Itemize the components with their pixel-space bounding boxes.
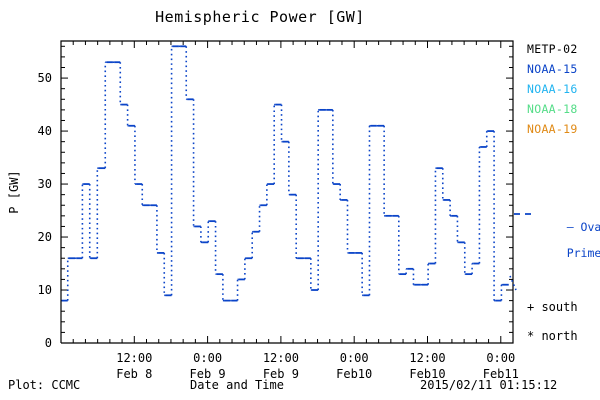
y-tick-label: 50: [37, 71, 52, 86]
x-tick-label-time: 0:00: [193, 351, 223, 365]
plot-credit: Plot: CCMC: [8, 378, 81, 392]
x-tick-label-date: Feb 8: [116, 367, 153, 381]
x-tick-label-time: 12:00: [409, 351, 446, 365]
x-tick-label-time: 0:00: [339, 351, 369, 365]
x-tick-label-date: Feb10: [409, 367, 446, 381]
ovation-legend-swatch: [509, 213, 536, 291]
x-tick-label-date: Feb11: [482, 367, 519, 381]
y-tick-label: 20: [37, 230, 52, 245]
y-tick-label: 40: [37, 124, 52, 139]
x-tick-label-date: Feb 9: [189, 367, 226, 381]
x-tick-label-time: 12:00: [262, 351, 299, 365]
axis-ticks: [60, 41, 514, 344]
x-tick-label-time: 0:00: [486, 351, 516, 365]
x-tick-label-date: Feb10: [336, 367, 373, 381]
chart-title: Hemispheric Power [GW]: [155, 8, 365, 26]
x-tick-label-date: Feb 9: [262, 367, 299, 381]
y-tick-label: 30: [37, 177, 52, 192]
ovation-prime-hpi-label: — Ovation Prime HPI: [539, 208, 600, 273]
x-axis-label: Date and Time: [190, 378, 284, 392]
ovation-label-line1: — Ovation: [566, 220, 600, 234]
legend-item-noaa-16[interactable]: NOAA-16: [527, 82, 578, 96]
marker-legend-south: + south: [527, 300, 578, 314]
plot-frame: [60, 40, 514, 344]
ovation-label-line2: Prime HPI: [566, 246, 600, 260]
data-series: [61, 45, 509, 302]
x-tick-label-time: 12:00: [116, 351, 153, 365]
y-tick-label: 10: [37, 283, 52, 298]
y-tick-label: 0: [44, 336, 52, 350]
legend-item-noaa-18[interactable]: NOAA-18: [527, 102, 578, 116]
legend-item-metp-02[interactable]: METP-02: [527, 42, 578, 56]
legend-item-noaa-19[interactable]: NOAA-19: [527, 122, 578, 136]
marker-legend-north: * north: [527, 329, 578, 343]
legend-item-noaa-15[interactable]: NOAA-15: [527, 62, 578, 76]
plot-timestamp: 2015/02/11 01:15:12: [420, 378, 558, 392]
y-axis-label: P [GW]: [7, 170, 21, 214]
